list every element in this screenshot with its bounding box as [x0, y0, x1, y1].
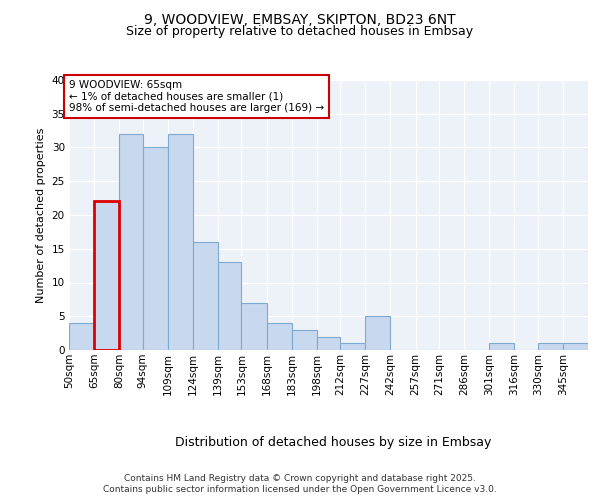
Text: Distribution of detached houses by size in Embsay: Distribution of detached houses by size …: [175, 436, 491, 449]
Bar: [489, 343, 514, 350]
Text: 9 WOODVIEW: 65sqm
← 1% of detached houses are smaller (1)
98% of semi-detached h: 9 WOODVIEW: 65sqm ← 1% of detached house…: [69, 80, 324, 113]
Bar: [292, 330, 317, 350]
Bar: [563, 343, 588, 350]
Y-axis label: Number of detached properties: Number of detached properties: [36, 128, 46, 302]
Bar: [317, 336, 340, 350]
Bar: [266, 323, 292, 350]
Bar: [340, 343, 365, 350]
Bar: [168, 134, 193, 350]
Text: Contains HM Land Registry data © Crown copyright and database right 2025.
Contai: Contains HM Land Registry data © Crown c…: [103, 474, 497, 494]
Bar: [241, 302, 266, 350]
Bar: [119, 134, 143, 350]
Bar: [538, 343, 563, 350]
Bar: [143, 148, 168, 350]
Text: 9, WOODVIEW, EMBSAY, SKIPTON, BD23 6NT: 9, WOODVIEW, EMBSAY, SKIPTON, BD23 6NT: [144, 12, 456, 26]
Bar: [94, 202, 119, 350]
Bar: [365, 316, 391, 350]
Text: Size of property relative to detached houses in Embsay: Size of property relative to detached ho…: [127, 25, 473, 38]
Bar: [94, 202, 119, 350]
Bar: [218, 262, 241, 350]
Bar: [193, 242, 218, 350]
Bar: [69, 323, 94, 350]
